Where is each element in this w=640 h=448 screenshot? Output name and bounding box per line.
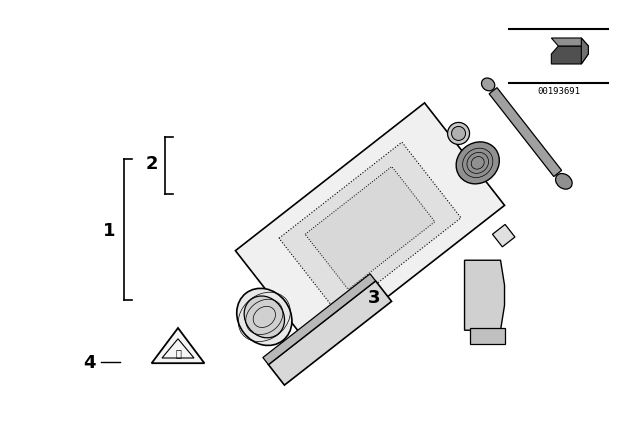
Text: 1: 1 [102,222,115,240]
Polygon shape [581,38,588,64]
Polygon shape [470,328,505,344]
Ellipse shape [244,296,285,338]
Ellipse shape [452,126,465,140]
Polygon shape [305,167,435,289]
Polygon shape [152,328,204,363]
Text: 4: 4 [83,354,96,372]
Polygon shape [493,224,515,247]
Polygon shape [263,274,376,365]
Text: 00193691: 00193691 [537,87,580,96]
Polygon shape [236,103,504,353]
Polygon shape [489,88,562,177]
Polygon shape [268,281,392,385]
Ellipse shape [456,142,499,184]
Polygon shape [279,142,461,314]
Ellipse shape [556,173,572,189]
Text: 2: 2 [146,155,159,172]
Polygon shape [551,38,588,46]
Ellipse shape [447,122,470,144]
Ellipse shape [237,289,292,345]
Polygon shape [465,260,504,330]
Text: ৼ: ৼ [175,348,181,358]
Polygon shape [551,46,588,64]
Ellipse shape [481,78,495,91]
Text: 3: 3 [368,289,381,307]
